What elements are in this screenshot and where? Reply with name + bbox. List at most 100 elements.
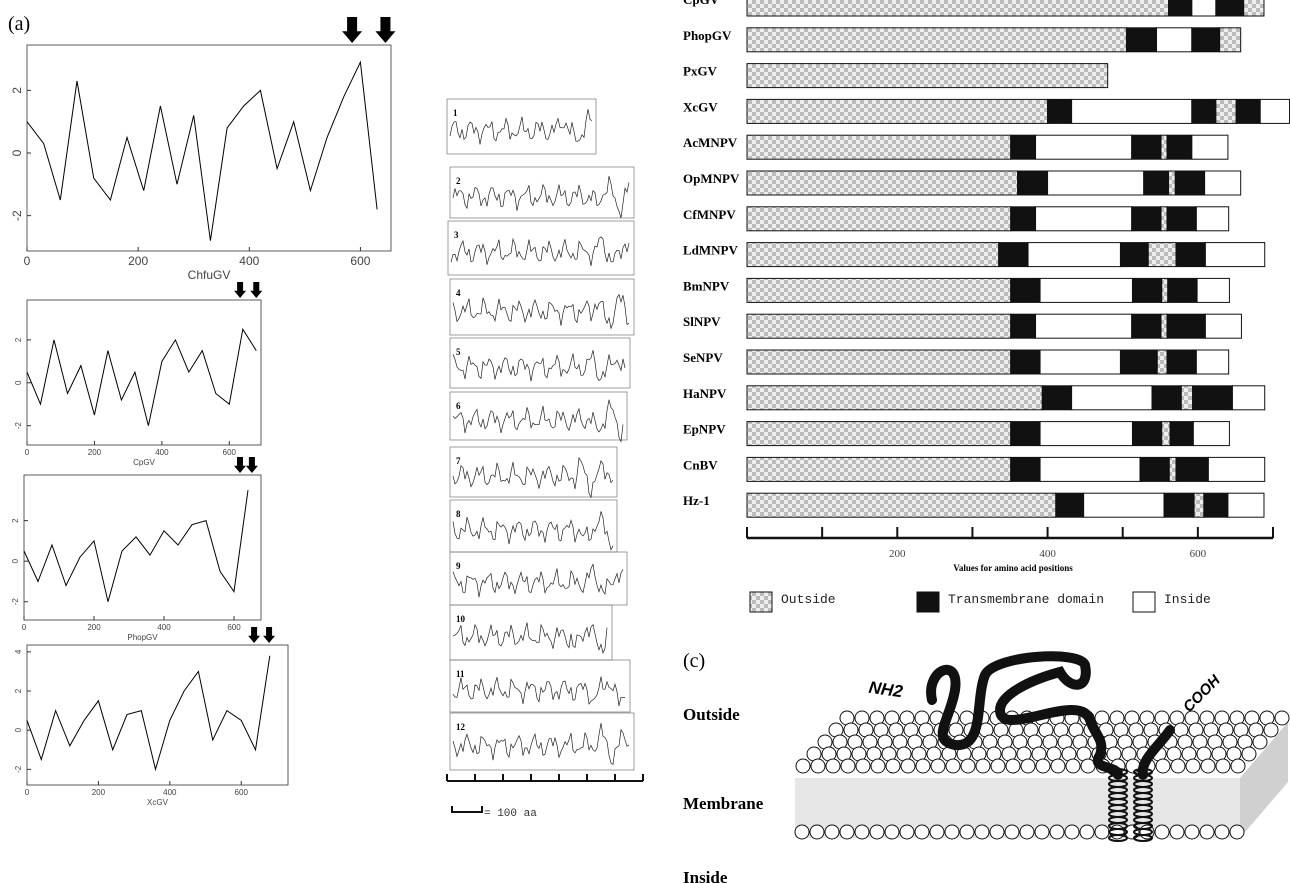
x-tick-label: 600 bbox=[1190, 548, 1207, 560]
domain-segment bbox=[1071, 385, 1153, 411]
lipid-head bbox=[1005, 758, 1021, 774]
hydropathy-line bbox=[23, 490, 249, 602]
lipid-head bbox=[809, 824, 825, 840]
x-tick-label: 400 bbox=[155, 448, 169, 457]
domain-segment bbox=[1192, 421, 1230, 447]
domain-segment bbox=[1235, 98, 1261, 124]
lipid-head bbox=[1049, 824, 1065, 840]
hydropathy-line bbox=[26, 655, 271, 772]
lipid-head bbox=[899, 824, 915, 840]
domain-segment bbox=[1041, 385, 1073, 411]
legend-swatch bbox=[916, 591, 940, 613]
domain-segment bbox=[1010, 421, 1041, 447]
row-label: XcGV bbox=[683, 99, 718, 114]
mini-label: 5 bbox=[456, 347, 461, 357]
lipid-head bbox=[1241, 746, 1257, 762]
y-tick-label: -2 bbox=[11, 598, 20, 606]
lipid-head bbox=[1079, 824, 1095, 840]
arrow bbox=[342, 17, 363, 43]
mini-trace bbox=[452, 563, 624, 598]
domain-segment bbox=[1167, 277, 1198, 303]
domain-segment bbox=[1196, 277, 1230, 303]
domain-segment bbox=[1193, 492, 1205, 518]
x-axis-label: CpGV bbox=[133, 458, 155, 467]
domain-segment bbox=[1191, 0, 1217, 17]
mini-label: 9 bbox=[456, 561, 461, 571]
domain-segment bbox=[1166, 349, 1197, 375]
x-tick-label: 0 bbox=[24, 254, 31, 268]
x-tick-label: 400 bbox=[1039, 548, 1056, 560]
lipid-head bbox=[795, 758, 811, 774]
x-tick-label: 600 bbox=[227, 623, 241, 632]
y-tick-label: 2 bbox=[11, 518, 20, 523]
lipid-head bbox=[1155, 758, 1171, 774]
domain-segment bbox=[746, 313, 1012, 339]
domain-segment bbox=[1191, 134, 1229, 160]
domain-segment bbox=[1180, 385, 1194, 411]
domain-segment bbox=[1161, 277, 1169, 303]
lipid-head bbox=[1065, 758, 1081, 774]
row-label: OpMNPV bbox=[683, 171, 740, 186]
lipid-head bbox=[1214, 824, 1230, 840]
domain-segment bbox=[1169, 421, 1194, 447]
lipid-head bbox=[1229, 824, 1245, 840]
domain-segment bbox=[1055, 492, 1085, 518]
lipid-head bbox=[1034, 824, 1050, 840]
domain-segment bbox=[1160, 313, 1168, 339]
domain-segment bbox=[1010, 134, 1037, 160]
lipid-head bbox=[1035, 758, 1051, 774]
mini-frame bbox=[446, 98, 597, 155]
mini-label: 3 bbox=[454, 230, 459, 240]
domain-segment bbox=[1160, 206, 1168, 232]
legend-label: Transmembrane domain bbox=[948, 592, 1104, 607]
mini-frame bbox=[449, 446, 618, 498]
domain-segment bbox=[1027, 242, 1121, 268]
lipid-head bbox=[974, 824, 990, 840]
domain-segment bbox=[746, 492, 1057, 518]
lipid-head bbox=[960, 758, 976, 774]
region-label: Outside bbox=[683, 705, 740, 724]
lipid-head bbox=[915, 758, 931, 774]
domain-segment bbox=[1203, 492, 1229, 518]
panel-label: (c) bbox=[683, 650, 705, 672]
domain-segment bbox=[1156, 349, 1168, 375]
mini-frame bbox=[447, 220, 635, 276]
domain-segment bbox=[1204, 170, 1242, 196]
lipid-head bbox=[824, 824, 840, 840]
domain-segment bbox=[1039, 456, 1141, 482]
domain-segment bbox=[1039, 277, 1133, 303]
lipid-head bbox=[1252, 734, 1268, 750]
lipid-head bbox=[1050, 758, 1066, 774]
lipid-head bbox=[959, 824, 975, 840]
lipid-head bbox=[990, 758, 1006, 774]
domain-segment bbox=[1039, 349, 1121, 375]
domain-segment bbox=[1010, 277, 1041, 303]
row-label: PhopGV bbox=[683, 28, 732, 43]
domain-segment bbox=[746, 242, 1000, 268]
y-tick-label: -2 bbox=[14, 422, 23, 430]
lipid-head bbox=[869, 824, 885, 840]
lipid-head bbox=[989, 824, 1005, 840]
lipid-head bbox=[1020, 758, 1036, 774]
lipid-head bbox=[810, 758, 826, 774]
domain-segment bbox=[1010, 206, 1037, 232]
lipid-head bbox=[1094, 824, 1110, 840]
mini-trace bbox=[452, 511, 614, 551]
hydropathy-line bbox=[26, 60, 378, 241]
mini-frame bbox=[449, 499, 618, 553]
lipid-head bbox=[945, 758, 961, 774]
mini-label: 1 bbox=[453, 108, 458, 118]
lipid-head bbox=[855, 758, 871, 774]
domain-segment bbox=[1231, 385, 1266, 411]
helix-turn bbox=[1133, 834, 1153, 842]
mini-trace bbox=[452, 176, 630, 219]
domain-segment bbox=[1174, 170, 1206, 196]
lipid-head bbox=[1064, 824, 1080, 840]
region-label: Membrane bbox=[683, 794, 764, 813]
mini-frame bbox=[449, 337, 631, 389]
domain-segment bbox=[1161, 421, 1171, 447]
y-tick-label: 0 bbox=[14, 727, 23, 732]
domain-segment bbox=[746, 206, 1012, 232]
mini-trace bbox=[452, 350, 626, 382]
